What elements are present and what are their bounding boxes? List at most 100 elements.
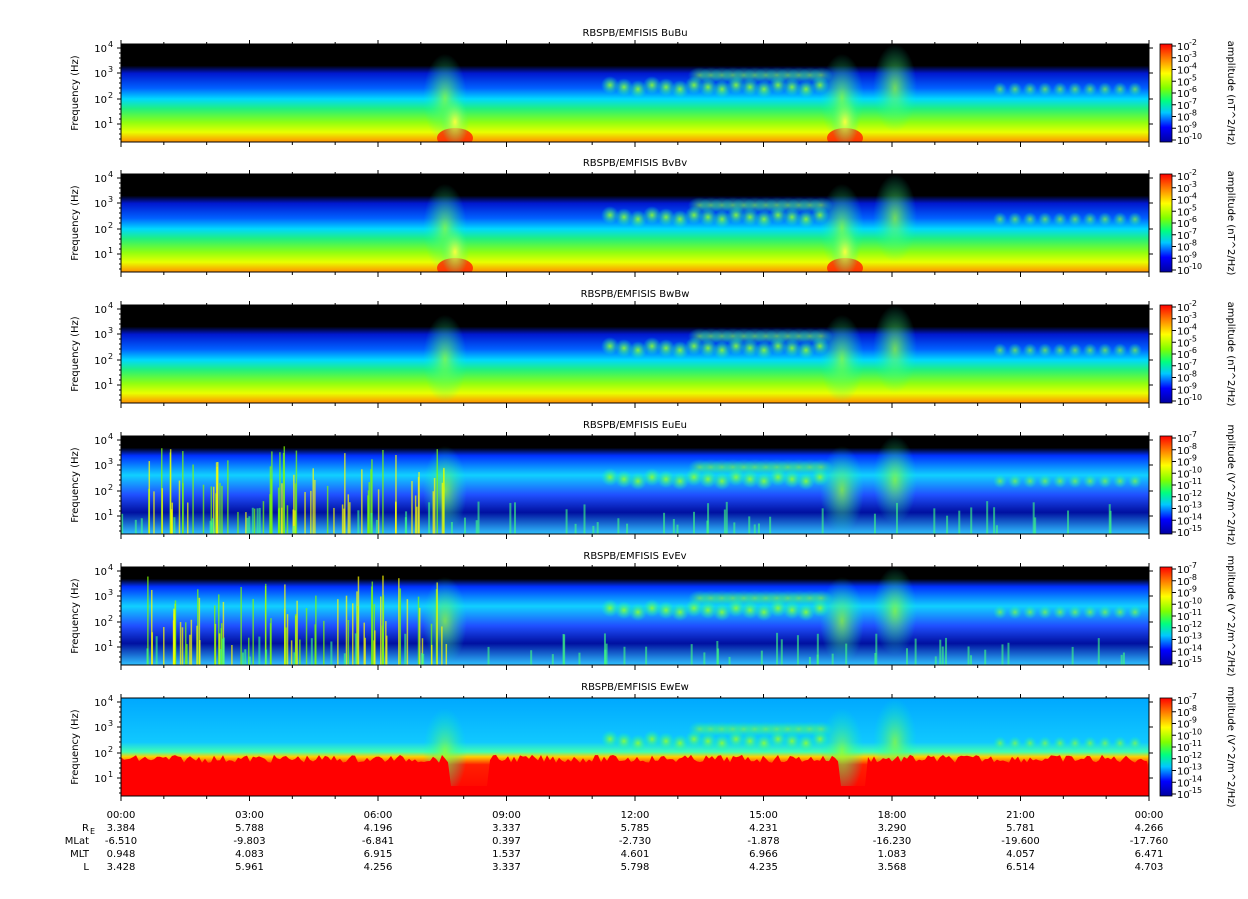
x-tick-label: 03:00 bbox=[235, 810, 264, 821]
y-tick-exponent: 4 bbox=[108, 694, 113, 703]
colorbar bbox=[1159, 566, 1173, 666]
ephemeris-value: -19.600 bbox=[1001, 836, 1040, 847]
y-tick-label: 10 bbox=[94, 436, 107, 447]
colorbar-tick-label: 10 bbox=[1177, 374, 1190, 385]
colorbar-tick-label: 10 bbox=[1177, 743, 1190, 754]
panel-title: RBSPB/EMFISIS EvEv bbox=[583, 551, 686, 562]
colorbar-tick-exponent: -2 bbox=[1189, 168, 1197, 177]
y-tick-label: 10 bbox=[94, 592, 107, 603]
colorbar-tick-exponent: -12 bbox=[1189, 751, 1202, 760]
y-tick-exponent: 3 bbox=[108, 588, 113, 597]
low-frequency-band bbox=[121, 754, 1149, 796]
ephemeris-value: 5.961 bbox=[235, 862, 264, 873]
panel-title: RBSPB/EMFISIS BvBv bbox=[583, 158, 687, 169]
y-tick-label: 10 bbox=[94, 698, 107, 709]
colorbar-tick-exponent: -3 bbox=[1189, 50, 1197, 59]
colorbar-tick-label: 10 bbox=[1177, 219, 1190, 230]
colorbar-tick-label: 10 bbox=[1177, 54, 1190, 65]
colorbar-tick-exponent: -10 bbox=[1189, 596, 1202, 605]
colorbar-tick-exponent: -3 bbox=[1189, 311, 1197, 320]
colorbar-tick-exponent: -11 bbox=[1189, 739, 1202, 748]
y-axis-label: Frequency (Hz) bbox=[70, 447, 81, 523]
colorbar-tick-exponent: -3 bbox=[1189, 180, 1197, 189]
colorbar-tick-exponent: -13 bbox=[1189, 632, 1202, 641]
y-tick-exponent: 1 bbox=[108, 116, 113, 125]
y-tick-exponent: 2 bbox=[108, 352, 113, 361]
colorbar-tick-exponent: -7 bbox=[1189, 97, 1197, 106]
x-tick-label: 06:00 bbox=[364, 810, 393, 821]
ephemeris-value: 4.083 bbox=[235, 849, 264, 860]
y-tick-exponent: 3 bbox=[108, 457, 113, 466]
colorbar-tick-label: 10 bbox=[1177, 77, 1190, 88]
y-tick-exponent: 4 bbox=[108, 170, 113, 179]
y-tick-exponent: 4 bbox=[108, 432, 113, 441]
colorbar-tick-exponent: -7 bbox=[1189, 227, 1197, 236]
colorbar-tick-exponent: -13 bbox=[1189, 501, 1202, 510]
colorbar-tick-label: 10 bbox=[1177, 397, 1190, 408]
y-axis-label: Frequency (Hz) bbox=[70, 578, 81, 654]
panel-title: RBSPB/EMFISIS EuEu bbox=[583, 420, 687, 431]
colorbar-tick-label: 10 bbox=[1177, 481, 1190, 492]
colorbar-tick-exponent: -14 bbox=[1189, 512, 1202, 521]
colorbar-tick-label: 10 bbox=[1177, 731, 1190, 742]
colorbar-tick-exponent: -7 bbox=[1189, 561, 1197, 570]
colorbar-tick-exponent: -9 bbox=[1189, 381, 1197, 390]
y-tick-label: 10 bbox=[94, 95, 107, 106]
colorbar-tick-exponent: -6 bbox=[1189, 85, 1197, 94]
colorbar-tick-label: 10 bbox=[1177, 42, 1190, 53]
y-tick-exponent: 4 bbox=[108, 40, 113, 49]
colorbar-tick-label: 10 bbox=[1177, 362, 1190, 373]
ephemeris-value: 3.337 bbox=[492, 862, 521, 873]
y-tick-label: 10 bbox=[94, 356, 107, 367]
colorbar-tick-label: 10 bbox=[1177, 136, 1190, 147]
y-tick-exponent: 3 bbox=[108, 195, 113, 204]
ephemeris-label: MLat bbox=[65, 836, 89, 847]
ephemeris-value: -9.803 bbox=[233, 836, 265, 847]
y-tick-exponent: 4 bbox=[108, 563, 113, 572]
y-tick-label: 10 bbox=[94, 225, 107, 236]
panel-title: RBSPB/EMFISIS BuBu bbox=[582, 28, 687, 39]
colorbar-tick-exponent: -6 bbox=[1189, 215, 1197, 224]
colorbar-tick-exponent: -10 bbox=[1189, 727, 1202, 736]
colorbar-tick-label: 10 bbox=[1177, 636, 1190, 647]
y-tick-exponent: 2 bbox=[108, 483, 113, 492]
colorbar-tick-exponent: -4 bbox=[1189, 192, 1197, 201]
ephemeris-label: L bbox=[83, 862, 89, 873]
colorbar-tick-exponent: -2 bbox=[1189, 299, 1197, 308]
colorbar-tick-label: 10 bbox=[1177, 207, 1190, 218]
ephemeris-value: -1.878 bbox=[747, 836, 779, 847]
colorbar-tick-exponent: -10 bbox=[1189, 262, 1202, 271]
colorbar-tick-label: 10 bbox=[1177, 89, 1190, 100]
ephemeris-value: 6.471 bbox=[1135, 849, 1164, 860]
colorbar-tick-exponent: -9 bbox=[1189, 716, 1197, 725]
ephemeris-value: 4.601 bbox=[621, 849, 650, 860]
y-tick-label: 10 bbox=[94, 487, 107, 498]
y-tick-label: 10 bbox=[94, 643, 107, 654]
ephemeris-value: -16.230 bbox=[873, 836, 912, 847]
ephemeris-value: 3.384 bbox=[107, 823, 136, 834]
ephemeris-value: 4.235 bbox=[749, 862, 778, 873]
ephemeris-value: 4.057 bbox=[1006, 849, 1035, 860]
colorbar-tick-exponent: -12 bbox=[1189, 620, 1202, 629]
colorbar-tick-label: 10 bbox=[1177, 66, 1190, 77]
y-tick-label: 10 bbox=[94, 774, 107, 785]
colorbar-tick-label: 10 bbox=[1177, 767, 1190, 778]
colorbar-tick-exponent: -8 bbox=[1189, 573, 1197, 582]
colorbar-tick-label: 10 bbox=[1177, 600, 1190, 611]
colorbar-tick-label: 10 bbox=[1177, 385, 1190, 396]
colorbar-tick-exponent: -14 bbox=[1189, 643, 1202, 652]
colorbar-tick-exponent: -9 bbox=[1189, 120, 1197, 129]
colorbar-tick-label: 10 bbox=[1177, 612, 1190, 623]
colorbar-tick-exponent: -2 bbox=[1189, 38, 1197, 47]
colorbar-tick-label: 10 bbox=[1177, 113, 1190, 124]
panel-title: RBSPB/EMFISIS EwEw bbox=[581, 682, 689, 693]
colorbar-tick-label: 10 bbox=[1177, 327, 1190, 338]
colorbar-tick-exponent: -10 bbox=[1189, 132, 1202, 141]
colorbar-tick-label: 10 bbox=[1177, 778, 1190, 789]
y-tick-exponent: 3 bbox=[108, 719, 113, 728]
ephemeris-value: -6.841 bbox=[362, 836, 394, 847]
ephemeris-value: 6.514 bbox=[1006, 862, 1035, 873]
